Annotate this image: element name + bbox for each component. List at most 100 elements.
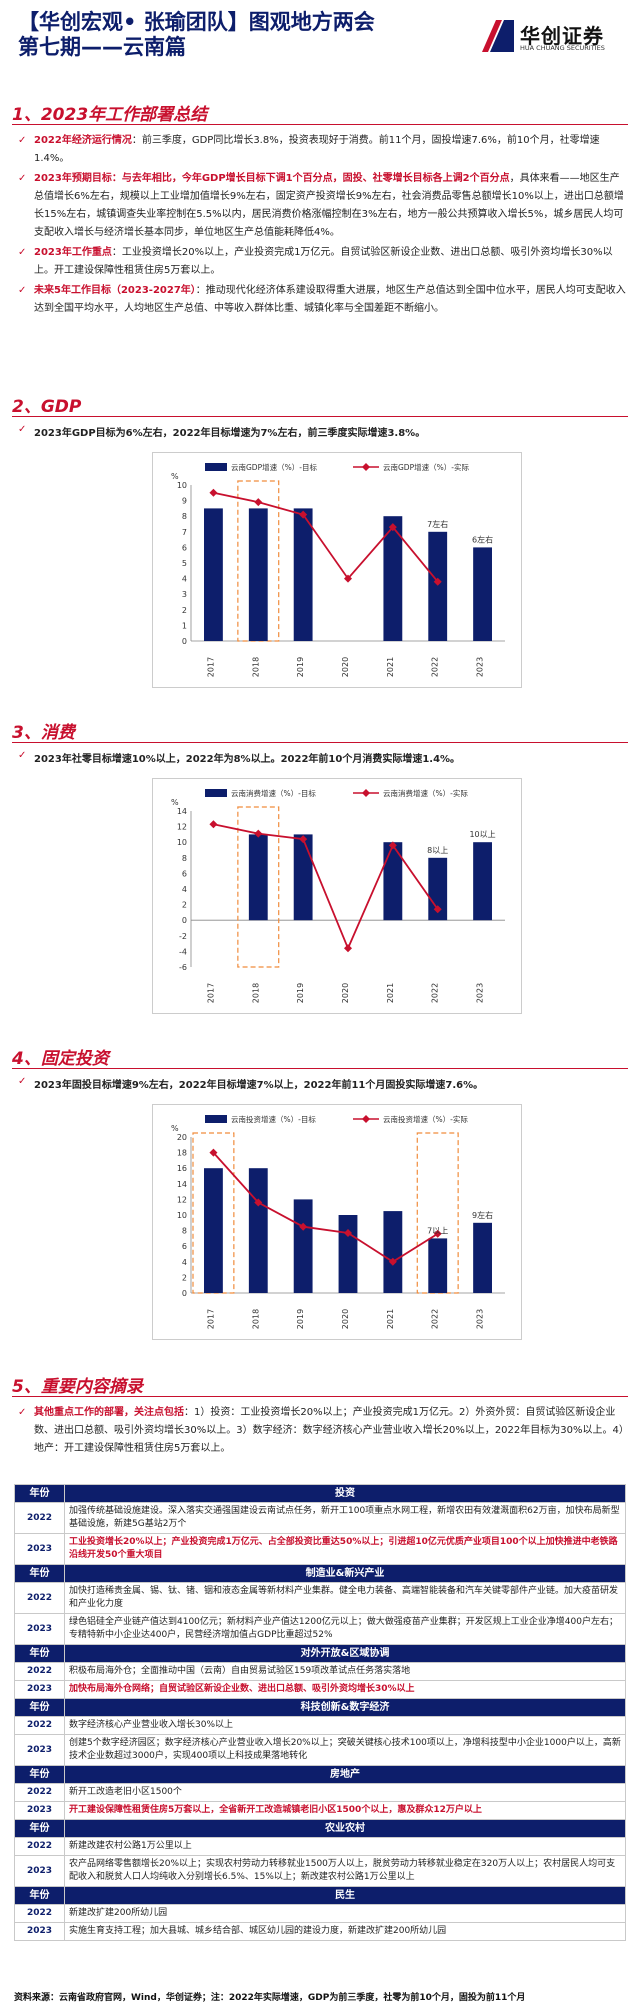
y-tick-label: 14 [177,807,187,816]
page-title: 【华创宏观• 张瑜团队】图观地方两会 第七期——云南篇 [18,10,488,60]
table-row: 2022 积极布局海外仓；全面推动中国（云南）自由贸易试验区159项改革试点任务落… [14,1662,626,1681]
x-tick-label: 2023 [476,657,485,677]
legend-label-actual: 云南消费增速（%）-实际 [383,788,468,798]
section-divider [12,416,628,417]
table-row: 2022 数字经济核心产业营业收入增长30%以上 [14,1716,626,1735]
logo-text-cn: 华创证券 [520,24,604,48]
table-row: 2023 农产品网络零售额增长20%以上；实现农村劳动力转移就业1500万人以上，… [14,1855,626,1887]
logo-mark-icon [482,20,514,52]
y-tick-label: 10 [177,1211,187,1220]
x-tick-label: 2019 [296,657,305,677]
x-tick-label: 2022 [431,983,440,1003]
table-category-row: 年份 投资 [14,1484,626,1503]
year-header: 年份 [14,1819,65,1838]
content-cell: 新建改建农村公路1万公里以上 [64,1837,626,1856]
highlight-box [237,806,280,968]
point-actual-2020 [344,1228,352,1237]
y-tick-label: 1 [182,621,187,630]
y-tick-label: 2 [182,901,187,910]
y-tick-label: 0 [182,1289,187,1298]
x-tick-label: 2018 [251,1309,260,1329]
table-category-row: 年份 民生 [14,1886,626,1905]
bar-target-2022 [428,1238,448,1293]
summary-list: 2022年经济运行情况：前三季度，GDP同比增长3.8%，投资表现好于消费。前1… [14,132,626,320]
y-tick-label: 10 [177,838,187,847]
year-cell: 2022 [14,1783,65,1802]
section-divider [12,1068,628,1069]
content-cell: 积极布局海外仓；全面推动中国（云南）自由贸易试验区159项改革试点任务落实落地 [64,1662,626,1681]
x-tick-label: 2021 [386,657,395,677]
year-cell: 2022 [14,1837,65,1856]
summary-item: 未来5年工作目标（2023-2027年）：推动现代化经济体系建设取得重大进展，地… [14,282,626,318]
bar-annotation: 10以上 [469,830,495,839]
bar-target-2017 [204,1168,223,1293]
key-content-table: 年份 投资 2022 加强传统基础设施建设。深入落实交通强国建设云南试点任务，新开工1… [14,1484,626,1941]
bar-target-2022 [428,857,448,921]
section-divider [12,1396,628,1397]
legend-label-actual: 云南投资增速（%）-实际 [383,1114,468,1124]
y-tick-label: 14 [177,1180,187,1189]
y-tick-label: 4 [182,1258,187,1267]
brand-logo: 华创证券 HUA CHUANG SECURITIES [482,18,632,58]
point-actual-2022 [433,577,442,586]
section-divider [12,124,628,125]
bar-target-2018 [248,1168,268,1293]
legend-swatch-target [205,463,227,471]
point-actual-2019 [299,835,308,844]
summary-label: 未来5年工作目标（2023-2027年） [34,285,196,296]
table-category-row: 年份 农业农村 [14,1819,626,1838]
year-cell: 2023 [14,1922,65,1941]
x-tick-label: 2017 [206,1309,215,1329]
bar-target-2021 [383,516,403,641]
category-header: 对外开放&区域协调 [64,1644,626,1663]
legend-label-actual: 云南GDP增速（%）-实际 [383,462,469,472]
x-tick-label: 2023 [476,983,485,1003]
content-cell: 新建改扩建200所幼儿园 [64,1904,626,1923]
bar-target-2018 [248,508,268,641]
point-actual-2020 [344,944,352,953]
year-header: 年份 [14,1698,65,1717]
year-header: 年份 [14,1886,65,1905]
bar-target-2020 [338,1215,358,1293]
y-tick-label: 2 [182,1273,187,1282]
content-cell: 创建5个数字经济园区；数字经济核心产业营业收入增长20%以上；突破关键核心技术1… [64,1734,626,1766]
highlight-box [192,1132,235,1294]
x-tick-label: 2017 [206,983,215,1003]
year-header: 年份 [14,1484,65,1503]
y-tick-label: 18 [177,1149,187,1158]
legend-label-target: 云南投资增速（%）-目标 [231,1114,316,1124]
content-cell: 加快布局海外仓网络；自贸试验区新设企业数、进出口总额、吸引外资均增长30%以上 [64,1680,626,1699]
category-header: 科技创新&数字经济 [64,1698,626,1717]
section-title-excerpts: 5、重要内容摘录 [12,1377,143,1397]
point-actual-2017 [209,488,218,497]
table-row: 2023 开工建设保障性租赁住房5万套以上，全省新开工改造城镇老旧小区1500个以… [14,1801,626,1820]
bar-target-2017 [204,508,223,641]
line-actual [213,491,439,583]
y-unit-label: % [171,1124,179,1133]
table-row: 2022 加快打造稀贵金属、锡、钛、锗、铟和液态金属等新材料产业集群。健全电力装备… [14,1582,626,1614]
x-tick-label: 2020 [341,1309,350,1329]
legend-marker-actual [362,789,370,797]
consumption-chart: 云南消费增速（%）-目标 云南消费增速（%）-实际% -6 -4 -2 0 2 4 6 8 10 12… [152,778,522,1014]
x-tick-label: 2019 [296,1309,305,1329]
line-actual [213,823,439,951]
excerpt-text: ：1）投资：工业投资增长20%以上；产业投资完成1万亿元。2）外资外贸：自贸试验… [34,1407,624,1454]
bar-target-2023 [473,1222,492,1293]
year-cell: 2023 [14,1801,65,1820]
investment-note: 2023年固投目标增速9%左右，2022年目标增速7%以上，2022年前11个月… [14,1076,483,1091]
y-tick-label: -6 [179,963,187,972]
y-tick-label: 12 [177,1195,187,1204]
summary-item: 2023年预期目标：与去年相比，今年GDP增长目标下调1个百分点，固投、社零增长… [14,170,626,242]
excerpt-label: 其他重点工作的部署，关注点包括 [34,1407,184,1418]
bar-target-2022 [428,531,448,641]
category-header: 投资 [64,1484,626,1503]
y-tick-label: 8 [182,512,187,521]
content-cell: 实施生育支持工程；加大县城、城乡结合部、城区幼儿园的建设力度，新建改扩建200所… [64,1922,626,1941]
summary-text: ，具体来看——地区生产总值增长6%左右，规模以上工业增加值增长9%左右，固定资产… [34,173,624,238]
summary-item: 2022年经济运行情况：前三季度，GDP同比增长3.8%，投资表现好于消费。前1… [14,132,626,168]
bar-target-2023 [473,547,492,641]
x-tick-label: 2023 [476,1309,485,1329]
bar-annotation: 7左右 [427,519,448,529]
gdp-chart-svg: 云南GDP增速（%）-目标 云南GDP增速（%）-实际% 0 1 2 3 4 5 6 7 8 9 10 7… [171,462,505,677]
summary-text: ：推动现代化经济体系建设取得重大进展，地区生产总值达到全国中位水平，居民人均可支… [34,285,626,314]
